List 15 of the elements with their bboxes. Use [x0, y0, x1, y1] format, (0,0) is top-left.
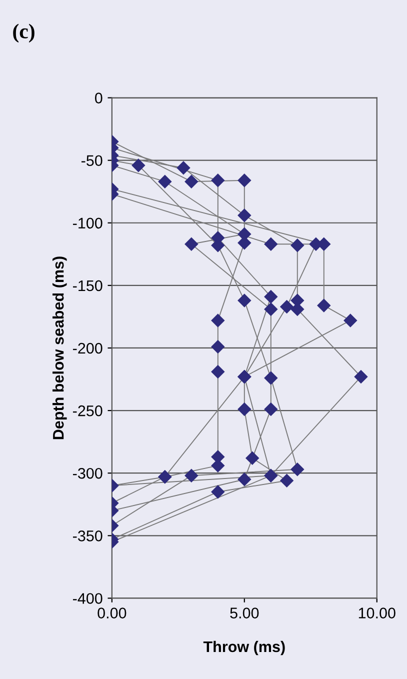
y-tick-label: -300 — [73, 468, 102, 479]
y-tick-label: -350 — [73, 530, 102, 542]
y-tick-label: 0 — [95, 92, 102, 104]
x-tick-label: 10.00 — [358, 608, 396, 618]
chart-title: (c) — [13, 24, 34, 43]
x-axis-title: Throw (ms) — [203, 640, 285, 656]
y-tick-label: -400 — [73, 593, 102, 604]
x-tick-label: 5.00 — [230, 608, 259, 618]
y-tick-label: -250 — [73, 405, 102, 416]
y-axis-title: Depth below seabed (ms) — [52, 256, 67, 440]
y-tick-label: -100 — [73, 218, 102, 229]
y-tick-label: -200 — [73, 342, 102, 354]
x-tick-label: 0.00 — [98, 608, 126, 618]
y-tick-label: -150 — [73, 280, 102, 292]
y-tick-label: -50 — [81, 155, 102, 166]
